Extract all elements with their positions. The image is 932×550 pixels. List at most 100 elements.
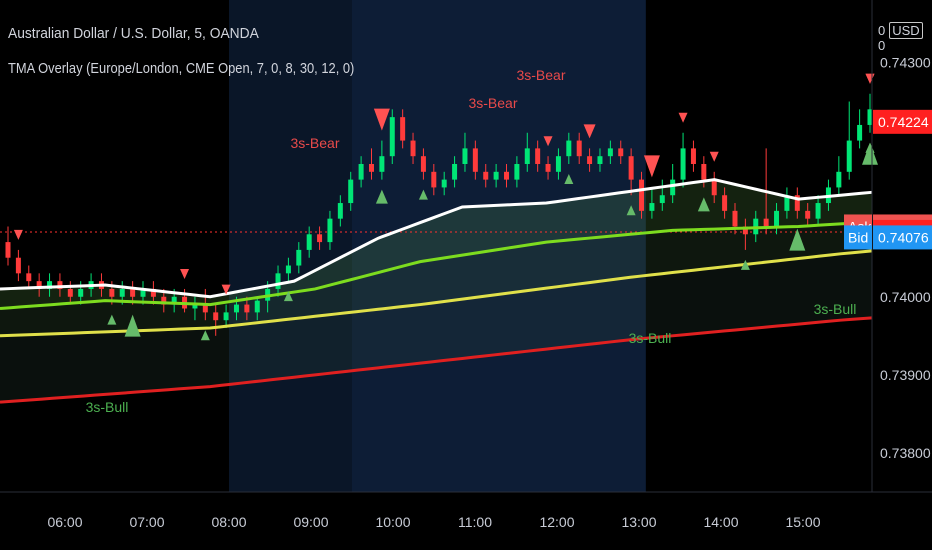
price-badge-bg xyxy=(873,225,932,250)
candle-body xyxy=(109,288,115,297)
candle-body xyxy=(545,164,551,172)
candle-body xyxy=(680,148,686,180)
candle-body xyxy=(358,164,364,180)
time-tick-label: 10:00 xyxy=(375,514,410,530)
candle-body xyxy=(327,218,333,243)
session-band xyxy=(352,0,646,492)
candle-body xyxy=(379,156,385,172)
candle-body xyxy=(15,257,21,274)
price-tick-label: 0.73800 xyxy=(880,445,931,461)
candle-body xyxy=(285,265,291,274)
candle-body xyxy=(441,179,447,188)
time-tick-label: 08:00 xyxy=(211,514,246,530)
candle-body xyxy=(535,148,541,164)
candle-body xyxy=(483,171,489,180)
ema-mid-line xyxy=(0,220,873,310)
signal-label: 3s-Bull xyxy=(629,330,672,346)
bear-signal-marker xyxy=(543,136,553,147)
signal-label: 3s-Bear xyxy=(290,135,339,151)
candle-body xyxy=(555,156,561,172)
candle-body xyxy=(774,210,780,227)
candle-body xyxy=(857,124,863,141)
bull-signal-marker xyxy=(283,291,293,302)
candle-body xyxy=(452,164,458,180)
candle-body xyxy=(462,148,468,164)
candle-body xyxy=(493,171,499,180)
candle-body xyxy=(670,179,676,196)
candle-body xyxy=(306,234,312,250)
candle-body xyxy=(296,249,302,266)
candle-body xyxy=(628,156,634,180)
bull-signal-marker xyxy=(375,189,388,204)
symbol-title: Australian Dollar / U.S. Dollar, 5, OAND… xyxy=(8,25,259,42)
candle-body xyxy=(794,195,800,211)
candle-body xyxy=(161,296,167,305)
price-badge-bid: 0.74076 Bid xyxy=(844,225,932,250)
candle-body xyxy=(47,281,53,289)
price-tick-label: 0.73900 xyxy=(880,367,931,383)
signal-label: 3s-Bull xyxy=(814,301,857,317)
candle-body xyxy=(348,179,354,204)
candle-body xyxy=(78,288,84,297)
indicator-legend[interactable]: TMA Overlay (Europe/London, CME Open, 7,… xyxy=(8,60,355,77)
candle-body xyxy=(607,148,613,157)
bull-signal-marker xyxy=(697,197,710,212)
candle-body xyxy=(836,171,842,188)
session-band xyxy=(229,0,352,492)
bull-signal-marker xyxy=(626,205,636,216)
candle-body xyxy=(213,312,219,321)
candle-body xyxy=(732,210,738,227)
candle-body xyxy=(701,164,707,180)
candle-body xyxy=(244,304,250,313)
candle-body xyxy=(431,171,437,188)
bull-signal-marker xyxy=(418,189,428,200)
candle-body xyxy=(36,281,42,289)
price-tick-label: 0.74300 xyxy=(880,54,931,70)
candle-body xyxy=(389,117,395,157)
ema-fast-line xyxy=(0,178,873,299)
time-tick-label: 15:00 xyxy=(785,514,820,530)
candle-body xyxy=(67,288,73,297)
signal-label: 3s-Bull xyxy=(86,399,129,415)
candle-body xyxy=(867,109,873,125)
bear-signal-marker xyxy=(583,124,596,139)
candle-body xyxy=(649,203,655,211)
candle-body xyxy=(5,242,11,258)
price-tag-bg xyxy=(844,225,872,250)
bull-signal-marker xyxy=(862,142,878,165)
candle-body xyxy=(514,164,520,180)
price-tag-label: Bid xyxy=(848,229,868,245)
candle-body xyxy=(150,288,156,297)
currency-selector[interactable]: 0 USD 0 xyxy=(878,22,932,53)
candle-body xyxy=(119,288,125,297)
bear-signal-marker xyxy=(678,112,688,123)
candle-body xyxy=(805,210,811,219)
bear-signal-marker xyxy=(643,155,660,178)
candle-body xyxy=(317,234,323,243)
candle-body xyxy=(763,218,769,227)
candle-body xyxy=(130,288,136,297)
candle-body xyxy=(223,312,229,321)
bull-signal-marker xyxy=(107,314,117,325)
candle-body xyxy=(815,203,821,219)
candle-body xyxy=(337,203,343,219)
price-badge-value: 0.74076 xyxy=(878,229,929,245)
bear-signal-marker xyxy=(180,268,190,279)
currency-zero: 0 xyxy=(878,23,886,38)
bear-signal-marker xyxy=(373,108,390,131)
ema-fill-mid xyxy=(0,221,872,336)
candle-body xyxy=(57,281,63,289)
candle-body xyxy=(659,195,665,204)
price-badge-bg xyxy=(873,109,932,134)
bull-signal-marker xyxy=(789,228,806,251)
candle-body xyxy=(140,288,146,297)
ema-long-line xyxy=(0,316,873,404)
candle-body xyxy=(275,273,281,289)
time-tick-label: 12:00 xyxy=(539,514,574,530)
bull-signal-marker xyxy=(200,330,210,341)
time-tick-label: 11:00 xyxy=(458,514,492,530)
candle-body xyxy=(233,304,239,313)
time-tick-label: 13:00 xyxy=(621,514,656,530)
